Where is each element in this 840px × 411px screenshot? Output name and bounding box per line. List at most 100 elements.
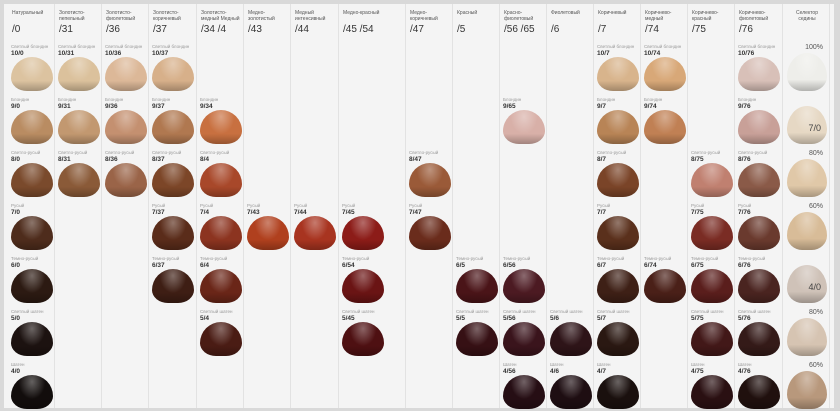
swatch-cell: Русый 7/47 xyxy=(406,199,452,252)
shade-code: 4/6 xyxy=(550,368,560,375)
level-name: Светлый блондин xyxy=(644,44,682,49)
shade-code: 5/56 xyxy=(503,315,516,322)
column-header: Медно-красный/45 /54 xyxy=(343,10,403,40)
hair-swatch xyxy=(294,216,336,250)
hair-swatch xyxy=(11,110,53,144)
hair-swatch xyxy=(738,322,780,356)
column-code: /37 xyxy=(153,24,167,35)
hair-swatch xyxy=(738,375,780,409)
level-name: Светло-русый xyxy=(691,150,721,155)
swatch-cell: Блондин 9/65 xyxy=(500,93,546,146)
shade-code: 5/75 xyxy=(691,315,704,322)
hair-swatch xyxy=(105,110,147,144)
column-code: /6 xyxy=(551,24,560,35)
level-name: Русый xyxy=(294,203,308,208)
swatch-cell: Светлый блондин 10/36 xyxy=(102,40,148,93)
level-name: Светлый шатен xyxy=(200,309,233,314)
column-header: Золотисто-медный Медный/34 /4 xyxy=(201,10,241,40)
column-code: /76 xyxy=(739,24,753,35)
column-header: Коричневый/7 xyxy=(598,10,638,40)
level-name: Темно-русый xyxy=(456,256,484,261)
column-name: Селектор седины xyxy=(796,10,818,22)
column-code: /5 xyxy=(457,24,466,35)
level-name: Блондин xyxy=(105,97,124,102)
swatch-cell: Русый 7/4 xyxy=(197,199,243,252)
level-name: Блондин xyxy=(58,97,77,102)
column-header: Красно-фиолетовый/56 /65 xyxy=(504,10,544,40)
level-name: Русый xyxy=(738,203,752,208)
level-name: Русый xyxy=(597,203,611,208)
shade-code: 6/54 xyxy=(342,262,355,269)
level-name: Блондин xyxy=(738,97,757,102)
hair-swatch xyxy=(152,57,194,91)
swatch-cell: Светло-русый 8/36 xyxy=(102,146,148,199)
hair-swatch xyxy=(409,163,451,197)
swatch-cell: Светлый блондин 10/31 xyxy=(55,40,101,93)
swatch-cell: Русый 7/76 xyxy=(735,199,782,252)
swatch-cell: Светлый шатен 5/0 xyxy=(8,305,54,358)
hair-swatch xyxy=(787,212,827,250)
swatch-cell: Светло-русый 8/7 xyxy=(594,146,640,199)
level-name: Блондин xyxy=(152,97,171,102)
level-name: Светло-русый xyxy=(597,150,627,155)
hair-swatch xyxy=(152,163,194,197)
hair-swatch xyxy=(597,163,639,197)
level-name: Шатен xyxy=(738,362,752,367)
shade-code: 10/31 xyxy=(58,50,75,57)
column-name: Медный интенсивный xyxy=(295,10,326,22)
column-header: Фиолетовый/6 xyxy=(551,10,591,40)
column-header: Красный/5 xyxy=(457,10,497,40)
level-name: Шатен xyxy=(597,362,611,367)
swatch-cell: Блондин 9/34 xyxy=(197,93,243,146)
shade-code: 9/36 xyxy=(105,103,118,110)
grey-coverage-label: 7/0 xyxy=(808,123,821,133)
level-name: Светло-русый xyxy=(152,150,182,155)
hair-swatch xyxy=(105,57,147,91)
swatch-cell: Русый 7/0 xyxy=(8,199,54,252)
column-header: Медно-золотистый/43 xyxy=(248,10,288,40)
column-name: Коричнево-медный xyxy=(645,10,672,22)
swatch-cell: Русый 7/7 xyxy=(594,199,640,252)
level-name: Темно-русый xyxy=(200,256,228,261)
hair-swatch xyxy=(550,322,592,356)
level-name: Светло-русый xyxy=(105,150,135,155)
level-name: Шатен xyxy=(503,362,517,367)
shade-code: 9/65 xyxy=(503,103,516,110)
shade-code: 6/7 xyxy=(597,262,607,269)
swatch-cell: Темно-русый 6/4 xyxy=(197,252,243,305)
swatch-cell: Светлый шатен 5/45 xyxy=(339,305,405,358)
hair-swatch xyxy=(503,110,545,144)
swatch-cell: Светлый блондин 10/7 xyxy=(594,40,640,93)
column-16: Селектор седины 100% 7/0 80% 60% 4/0 80% 60% xyxy=(783,4,830,409)
column-header: Медный интенсивный/44 xyxy=(295,10,336,40)
column-code: /43 xyxy=(248,24,262,35)
level-name: Светлый шатен xyxy=(503,309,536,314)
shade-code: 10/37 xyxy=(152,50,169,57)
shade-code: 7/47 xyxy=(409,209,422,216)
hair-swatch xyxy=(11,163,53,197)
level-name: Блондин xyxy=(597,97,616,102)
shade-code: 7/45 xyxy=(342,209,355,216)
column-code: /34 /4 xyxy=(201,24,227,35)
swatch-cell: Шатен 4/6 xyxy=(547,358,593,411)
level-name: Светлый шатен xyxy=(456,309,489,314)
level-name: Светлый блондин xyxy=(738,44,776,49)
shade-code: 9/37 xyxy=(152,103,165,110)
swatch-cell: Шатен 4/56 xyxy=(500,358,546,411)
shade-code: 10/36 xyxy=(105,50,122,57)
level-name: Блондин xyxy=(200,97,219,102)
swatch-cell: Светло-русый 8/76 xyxy=(735,146,782,199)
shade-code: 7/75 xyxy=(691,209,704,216)
swatch-cell: Темно-русый 6/37 xyxy=(149,252,196,305)
hair-swatch xyxy=(11,216,53,250)
column-14: Коричнево-красный/75 Светло-русый 8/75 Русы… xyxy=(688,4,735,409)
hair-swatch xyxy=(342,322,384,356)
swatch-cell: Темно-русый 6/74 xyxy=(641,252,687,305)
column-9: Красный/5 Темно-русый 6/5 Светлый шатен 5/5 xyxy=(453,4,500,408)
shade-code: 7/4 xyxy=(200,209,210,216)
hair-swatch xyxy=(342,269,384,303)
level-name: Темно-русый xyxy=(691,256,719,261)
column-code: /0 xyxy=(12,24,21,35)
shade-code: 8/36 xyxy=(105,156,118,163)
shade-code: 4/75 xyxy=(691,368,704,375)
